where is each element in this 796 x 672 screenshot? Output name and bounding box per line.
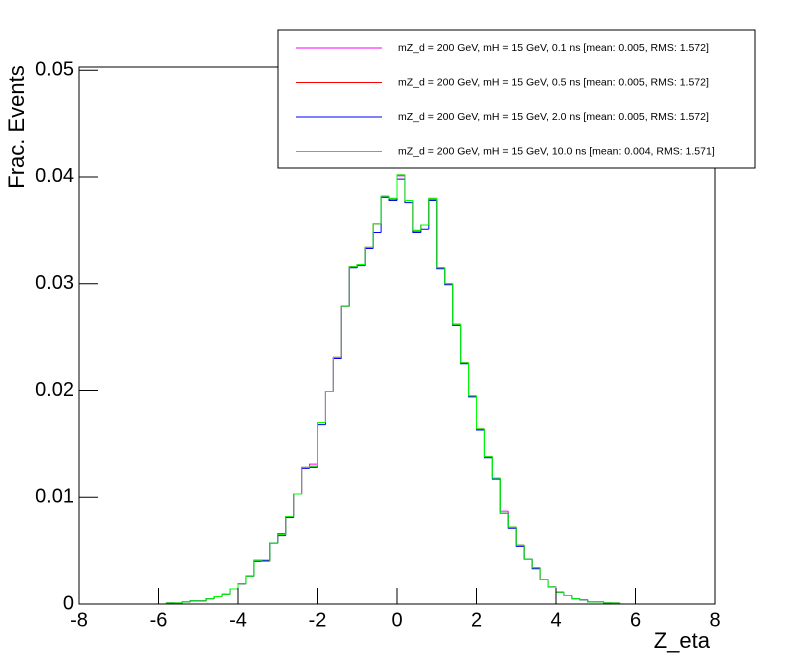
x-tick-label: 2 <box>471 609 482 631</box>
histogram-bin <box>515 527 525 546</box>
histogram-bin <box>269 542 278 562</box>
legend-label: mZ_d = 200 GeV, mH = 15 GeV, 0.5 ns [mea… <box>398 76 709 88</box>
y-tick-label: 0 <box>63 592 74 614</box>
histogram-bin <box>571 595 580 600</box>
x-axis-title: Z_eta <box>654 628 711 653</box>
histogram-bin <box>428 197 437 226</box>
legend-box <box>277 29 756 169</box>
histogram-bin <box>205 598 215 601</box>
histogram-bin <box>237 583 246 590</box>
histogram-bin <box>404 174 413 201</box>
histogram-bin <box>420 224 429 231</box>
histogram-bin <box>189 600 199 602</box>
histogram-bin <box>468 362 477 397</box>
histogram-bin <box>563 592 572 596</box>
histogram-bin <box>181 601 191 603</box>
histogram-bin <box>324 391 334 423</box>
x-tick-label: 6 <box>630 609 641 631</box>
x-tick-label: -4 <box>229 609 247 631</box>
y-tick-label: 0.05 <box>35 58 74 80</box>
histogram-bin <box>229 588 238 595</box>
histogram-bin <box>388 196 397 199</box>
histogram-bin <box>348 266 358 307</box>
x-tick-label: -6 <box>150 609 168 631</box>
histogram-bin <box>436 198 445 269</box>
histogram-bin <box>460 324 469 364</box>
histogram-bin <box>261 560 270 562</box>
y-tick-label: 0.02 <box>35 379 74 401</box>
histogram-bin <box>499 478 509 514</box>
legend: mZ_d = 200 GeV, mH = 15 GeV, 0.1 ns [mea… <box>277 29 756 169</box>
histogram-bin <box>221 593 231 597</box>
x-tick-label: 4 <box>550 609 561 631</box>
y-axis-title: Frac. Events <box>4 65 29 188</box>
histogram-bin <box>309 465 318 468</box>
histogram-bin <box>317 422 326 467</box>
histogram-bin <box>483 428 493 458</box>
histogram-bin <box>356 264 366 267</box>
histogram-bin <box>491 456 501 479</box>
histogram-bin <box>253 559 262 577</box>
histogram-bin <box>396 174 405 199</box>
histogram-bin <box>547 579 556 588</box>
y-tick-label: 0.04 <box>35 165 74 187</box>
histogram-bin <box>603 601 612 604</box>
histogram-bin <box>507 513 517 528</box>
histogram-bin <box>523 545 533 560</box>
legend-label: mZ_d = 200 GeV, mH = 15 GeV, 10.0 ns [me… <box>398 145 715 157</box>
histogram-bin <box>285 515 294 535</box>
histogram-bin <box>332 356 342 392</box>
x-tick-label: -8 <box>70 609 88 631</box>
histogram-bin <box>372 223 382 248</box>
histogram-bin <box>587 599 596 603</box>
histogram-bin <box>579 598 588 601</box>
histogram-bin <box>452 283 461 325</box>
x-tick-label: 0 <box>391 609 402 631</box>
histogram-bin <box>412 200 421 231</box>
x-tick-label: 8 <box>709 609 720 631</box>
legend-label: mZ_d = 200 GeV, mH = 15 GeV, 0.1 ns [mea… <box>398 42 709 54</box>
histogram-bin <box>531 559 541 569</box>
histogram-bin <box>213 596 223 599</box>
histogram-bin <box>277 534 286 544</box>
histogram-bin <box>476 395 485 430</box>
y-tick-label: 0.03 <box>35 272 74 294</box>
histogram-bin <box>301 466 310 495</box>
x-tick-label: -2 <box>309 609 327 631</box>
legend-label: mZ_d = 200 GeV, mH = 15 GeV, 2.0 ns [mea… <box>398 111 709 123</box>
histogram-bin <box>364 246 374 265</box>
y-tick-label: 0.01 <box>35 486 74 508</box>
histogram-bin <box>444 267 453 285</box>
histogram-bin <box>245 575 254 584</box>
histogram-bin <box>340 305 350 358</box>
histogram-bin <box>293 493 302 517</box>
histogram-bin <box>539 567 549 580</box>
histogram-bin <box>380 195 390 224</box>
